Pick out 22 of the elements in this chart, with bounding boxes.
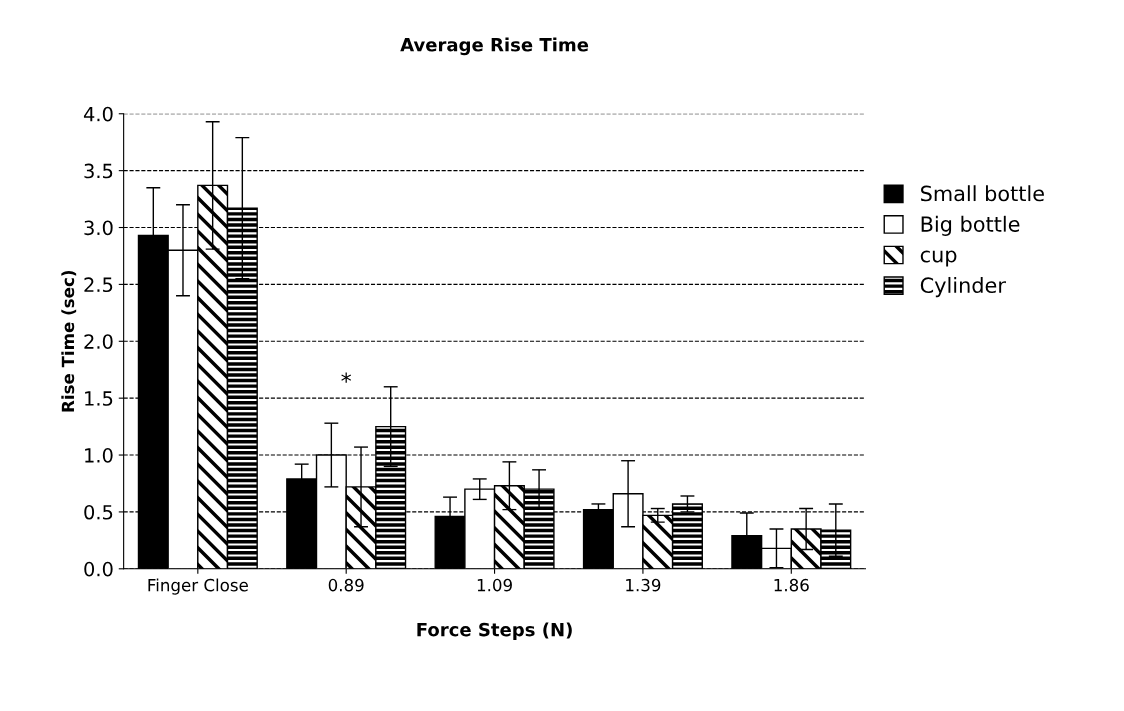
chart-title: Average Rise Time [400,37,589,56]
y-tick-label: 2.0 [84,334,113,349]
y-tick-label: 2.5 [84,277,113,293]
y-tick-label: 1.0 [85,448,113,463]
x-tick-label: 1.39 [626,578,661,592]
legend-label: Cylinder [920,276,1006,298]
x-tick-label: 0.89 [328,578,364,592]
x-tick-label: 1.09 [477,578,512,592]
legend-label: Small bottle [921,185,1044,202]
y-tick-label: 3.0 [84,220,113,236]
y-tick-label: 0.5 [84,504,113,520]
y-tick-label: 3.5 [84,163,113,179]
x-tick-label: Finger Close [148,578,248,595]
annotation: * [341,372,352,383]
y-tick-label: 4.0 [83,106,113,122]
x-tick-label: 1.86 [774,578,809,592]
legend-label: Big bottle [921,215,1020,236]
y-axis-title: Rise Time (sec) [61,270,77,412]
y-tick-label: 0.0 [84,561,113,577]
y-tick-label: 1.5 [85,391,113,406]
legend-label: cup [920,250,957,267]
x-axis-title: Force Steps (N) [417,622,572,640]
